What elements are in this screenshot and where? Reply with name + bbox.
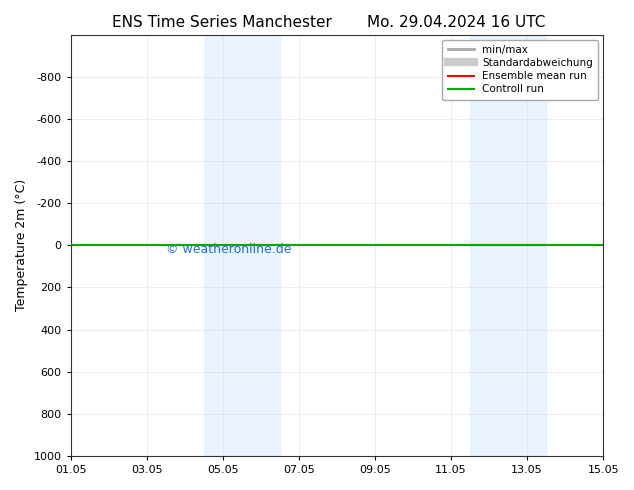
Y-axis label: Temperature 2m (°C): Temperature 2m (°C) [15, 179, 28, 312]
Bar [204, 35, 280, 456]
Text: ENS Time Series Manchester: ENS Time Series Manchester [112, 15, 332, 30]
Text: © weatheronline.de: © weatheronline.de [167, 243, 292, 256]
Text: Mo. 29.04.2024 16 UTC: Mo. 29.04.2024 16 UTC [367, 15, 546, 30]
Bar [470, 35, 546, 456]
Legend: min/max, Standardabweichung, Ensemble mean run, Controll run: min/max, Standardabweichung, Ensemble me… [443, 40, 598, 99]
